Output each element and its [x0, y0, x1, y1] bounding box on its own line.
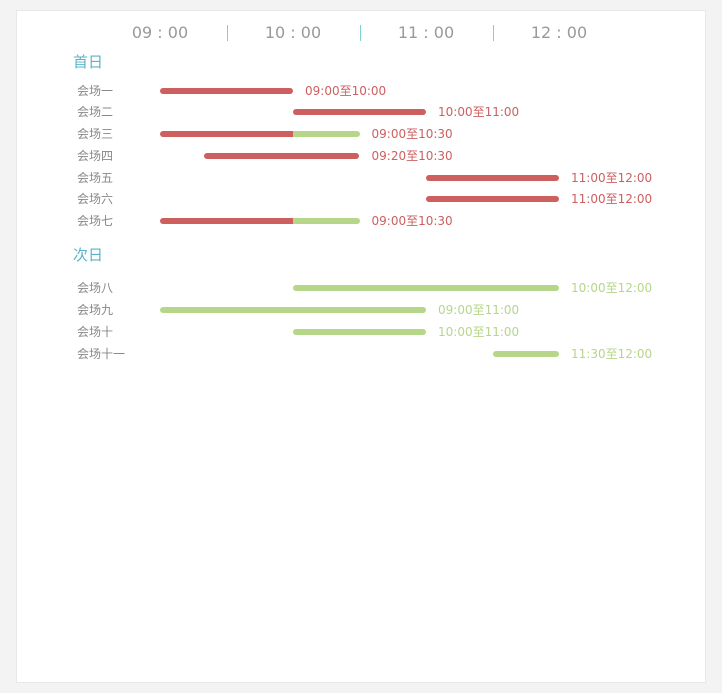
bar-segment-available	[293, 218, 360, 224]
time-tick-label: 10 : 00	[264, 23, 322, 42]
time-range-bar[interactable]	[426, 175, 559, 181]
bar-segment-booked	[160, 218, 293, 224]
venue-label: 会场一	[77, 84, 114, 98]
time-range-bar[interactable]	[160, 218, 360, 224]
schedule-panel	[16, 10, 706, 683]
venue-label: 会场八	[77, 281, 114, 295]
time-range-bar[interactable]	[492, 351, 559, 357]
bar-segment-available	[293, 329, 426, 335]
bar-segment-booked	[293, 109, 426, 115]
venue-label: 会场四	[77, 149, 114, 163]
bar-segment-booked	[426, 175, 559, 181]
time-range-text: 09:00至11:00	[438, 303, 520, 317]
time-tick-label: 09 : 00	[131, 23, 189, 42]
venue-label: 会场十	[77, 325, 114, 339]
time-tick-label: 12 : 00	[530, 23, 588, 42]
time-tick-separator	[227, 25, 228, 41]
bar-segment-booked	[160, 131, 293, 137]
venue-label: 会场二	[77, 105, 114, 119]
venue-label: 会场九	[77, 303, 114, 317]
time-range-bar[interactable]	[204, 153, 360, 159]
bar-segment-available	[492, 351, 559, 357]
time-tick-label: 11 : 00	[397, 23, 455, 42]
time-range-bar[interactable]	[426, 196, 559, 202]
time-range-text: 10:00至11:00	[438, 105, 520, 119]
time-range-bar[interactable]	[160, 131, 360, 137]
time-range-text: 09:00至10:30	[371, 214, 453, 228]
time-range-bar[interactable]	[293, 329, 426, 335]
time-range-text: 09:20至10:30	[371, 149, 453, 163]
bar-segment-available	[293, 131, 360, 137]
venue-label: 会场六	[77, 192, 114, 206]
venue-label: 会场七	[77, 214, 114, 228]
venue-label: 会场五	[77, 171, 114, 185]
time-tick-separator	[493, 25, 494, 41]
bar-segment-booked	[426, 196, 559, 202]
time-range-text: 11:00至12:00	[571, 171, 653, 185]
section-title: 首日	[73, 53, 104, 71]
time-range-text: 10:00至11:00	[438, 325, 520, 339]
section-title: 次日	[73, 246, 104, 264]
bar-segment-booked	[204, 153, 360, 159]
bar-segment-available	[293, 285, 559, 291]
bar-segment-available	[160, 307, 426, 313]
time-range-text: 09:00至10:00	[305, 84, 387, 98]
time-tick-separator	[360, 25, 361, 41]
venue-label: 会场十一	[77, 347, 126, 361]
time-range-bar[interactable]	[160, 88, 293, 94]
venue-label: 会场三	[77, 127, 114, 141]
time-range-bar[interactable]	[293, 109, 426, 115]
time-range-text: 11:00至12:00	[571, 192, 653, 206]
time-range-text: 10:00至12:00	[571, 281, 653, 295]
time-range-bar[interactable]	[293, 285, 559, 291]
time-range-text: 11:30至12:00	[571, 347, 653, 361]
time-range-text: 09:00至10:30	[371, 127, 453, 141]
time-range-bar[interactable]	[160, 307, 426, 313]
bar-segment-booked	[160, 88, 293, 94]
